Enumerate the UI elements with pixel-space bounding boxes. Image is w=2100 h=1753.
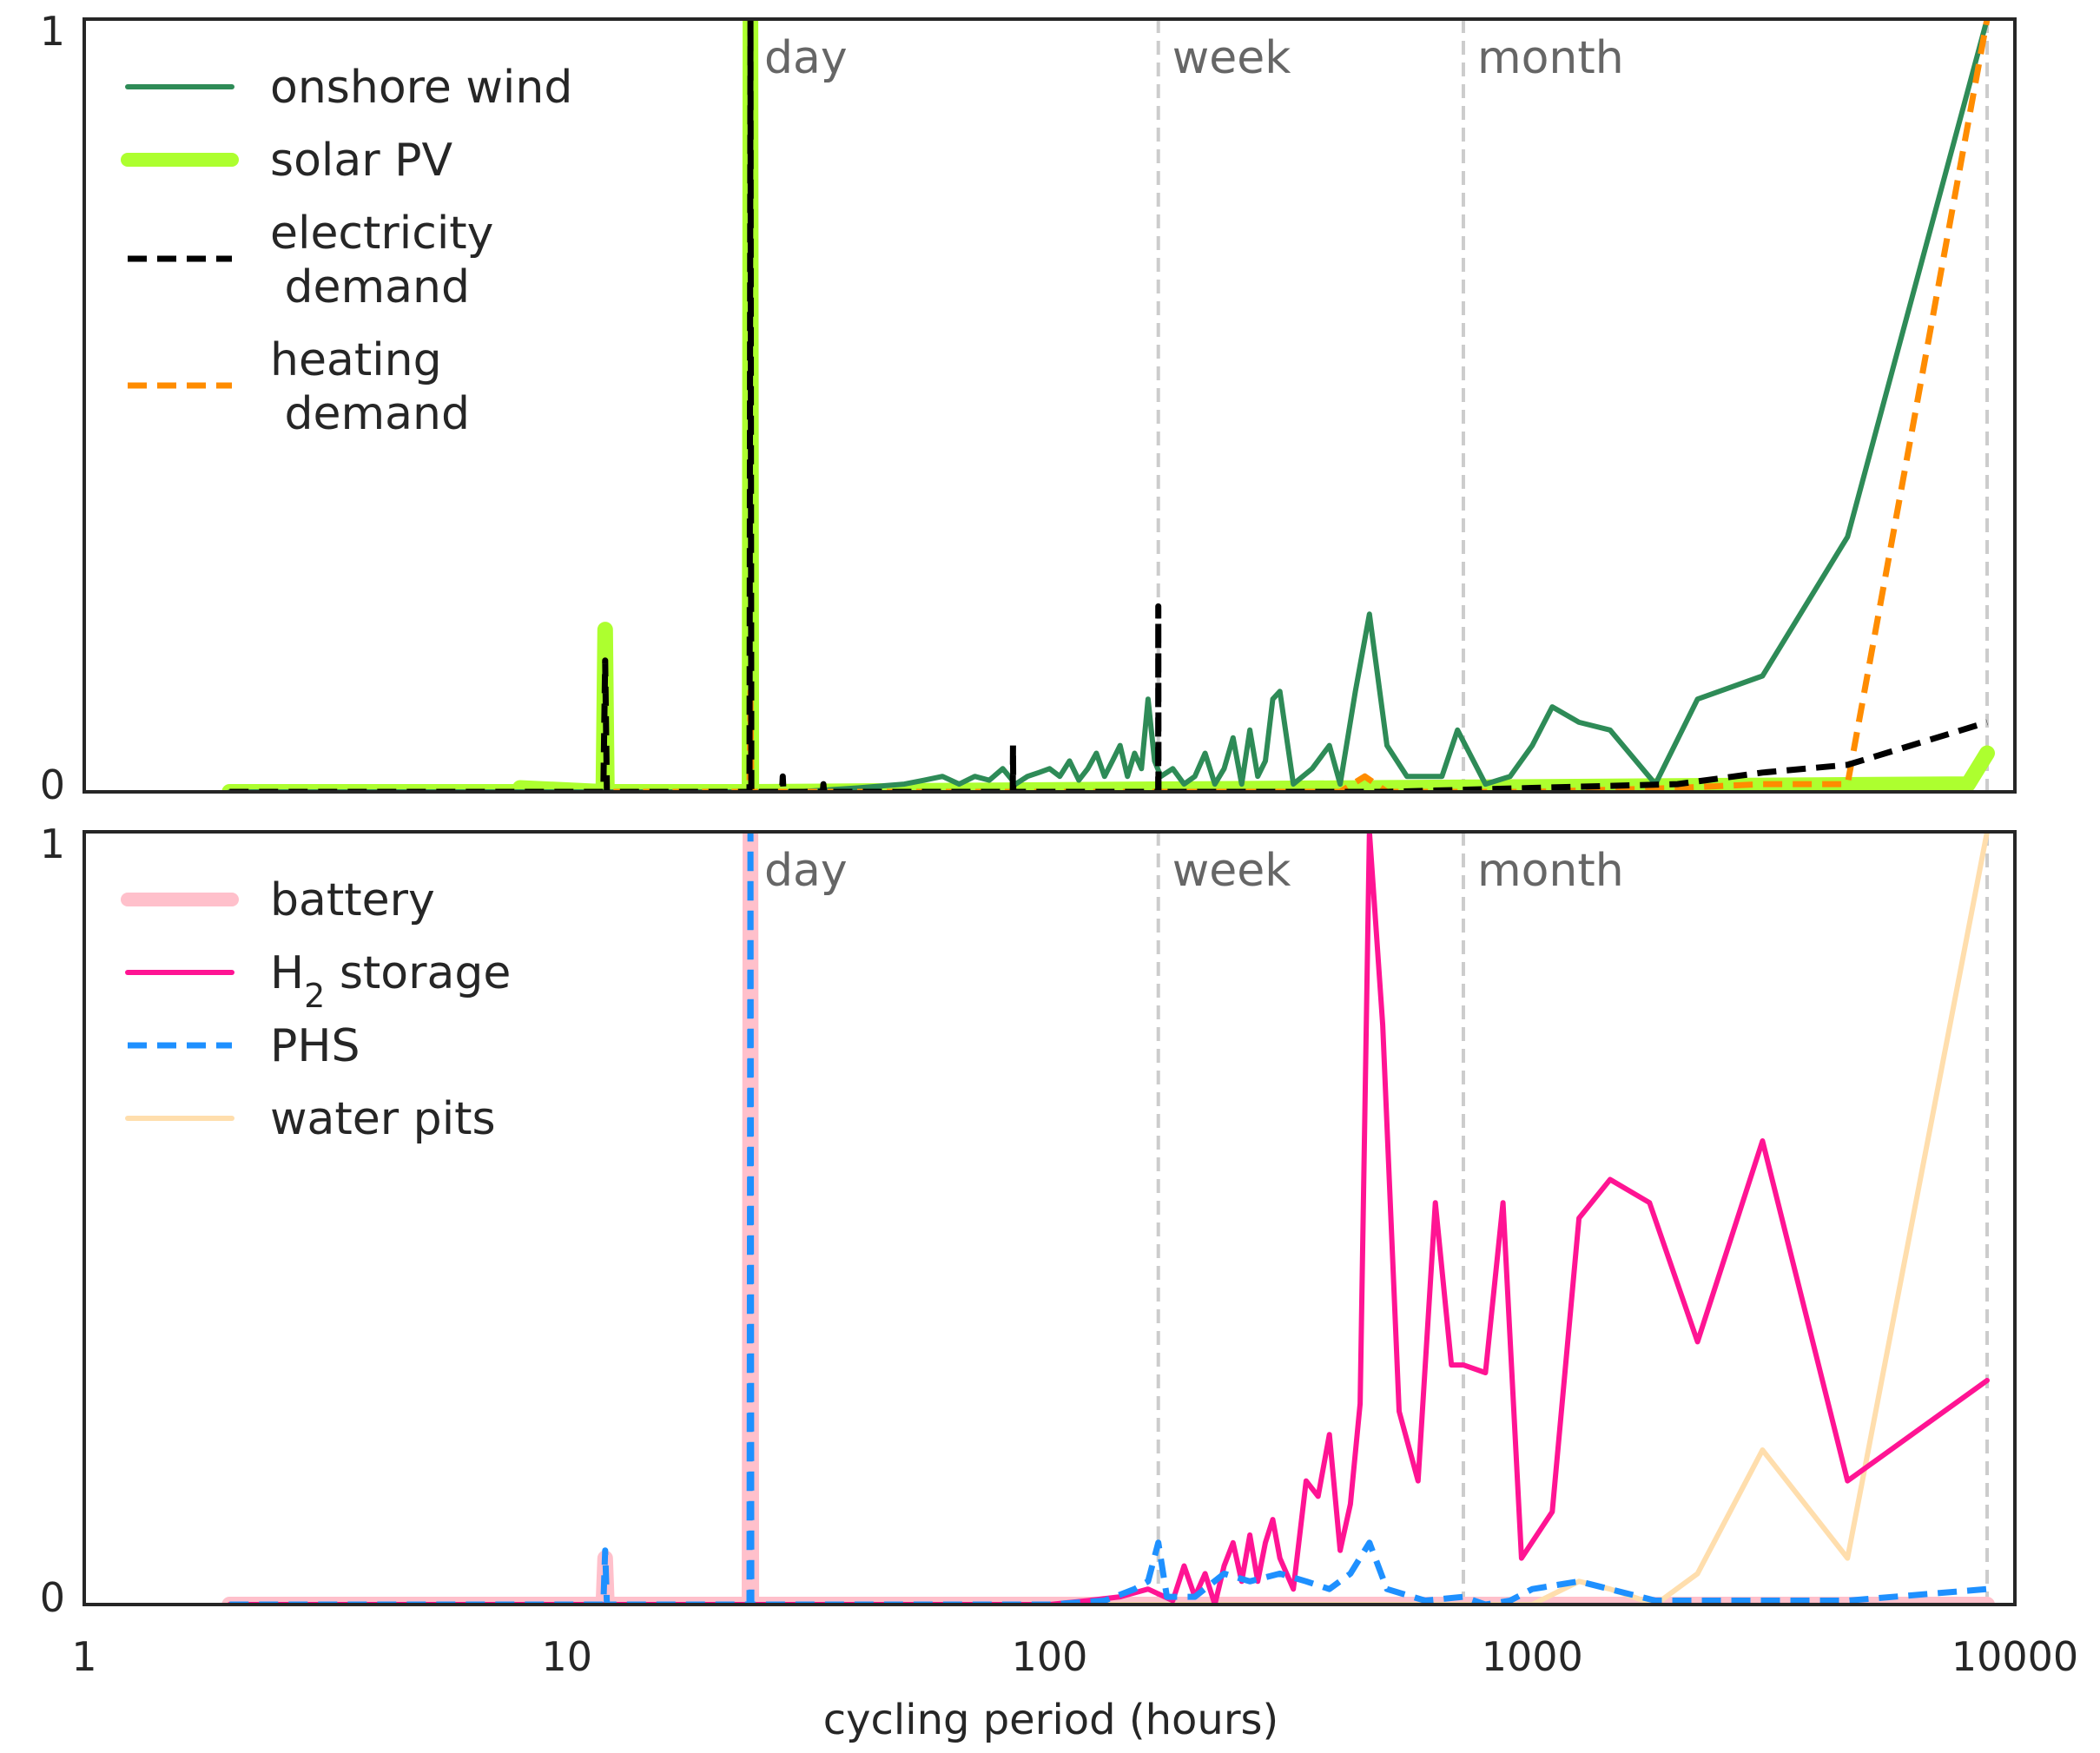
x-tick-label: 1000 <box>1482 1633 1583 1680</box>
x-tick-label: 10 <box>541 1633 592 1680</box>
y-tick-label: 1 <box>40 8 65 55</box>
legend-label-phs: PHS <box>270 1020 360 1072</box>
x-tick-label: 10000 <box>1951 1633 2078 1680</box>
series-line-water-pits <box>227 832 1990 1605</box>
y-tick-label: 0 <box>40 1574 65 1621</box>
y-tick-label: 0 <box>40 761 65 808</box>
series-lines <box>221 832 1995 1605</box>
annotation-week: week <box>1172 32 1291 84</box>
legend-label-water-pits: water pits <box>270 1093 496 1145</box>
series-line-phs <box>229 832 1988 1605</box>
legend-label-heating-demand: heating demand <box>270 334 470 440</box>
top-panel-energy-sources: day week month 0 1 onshore wind solar PV electr… <box>40 8 2017 808</box>
x-tick-label: 1 <box>71 1633 96 1680</box>
series-line-onshore-wind <box>227 19 1990 792</box>
legend-label-battery: battery <box>270 874 435 926</box>
y-tick-label: 1 <box>40 820 65 867</box>
annotation-day: day <box>764 845 848 897</box>
series-lines <box>221 19 1995 792</box>
x-axis-title-group: cycling period (hours) <box>823 1696 1279 1744</box>
legend-label-h2-storage: H2 storage <box>270 947 511 1015</box>
legend-label-solar-pv: solar PV <box>270 135 452 187</box>
legend-label-electricity-demand: electricity demand <box>270 208 493 313</box>
annotation-day: day <box>764 32 848 84</box>
axes-frame <box>83 17 2017 794</box>
annotation-week: week <box>1172 845 1291 897</box>
x-tick-label: 100 <box>1012 1633 1088 1680</box>
axes-frame <box>83 830 2017 1606</box>
annotation-month: month <box>1477 32 1624 84</box>
legend-label-onshore-wind: onshore wind <box>270 62 572 114</box>
legend: onshore wind solar PV electricity demand he… <box>121 62 572 440</box>
x-axis-title: cycling period (hours) <box>823 1696 1279 1744</box>
series-line-electricity-demand <box>229 19 1989 792</box>
annotation-month: month <box>1477 845 1624 897</box>
